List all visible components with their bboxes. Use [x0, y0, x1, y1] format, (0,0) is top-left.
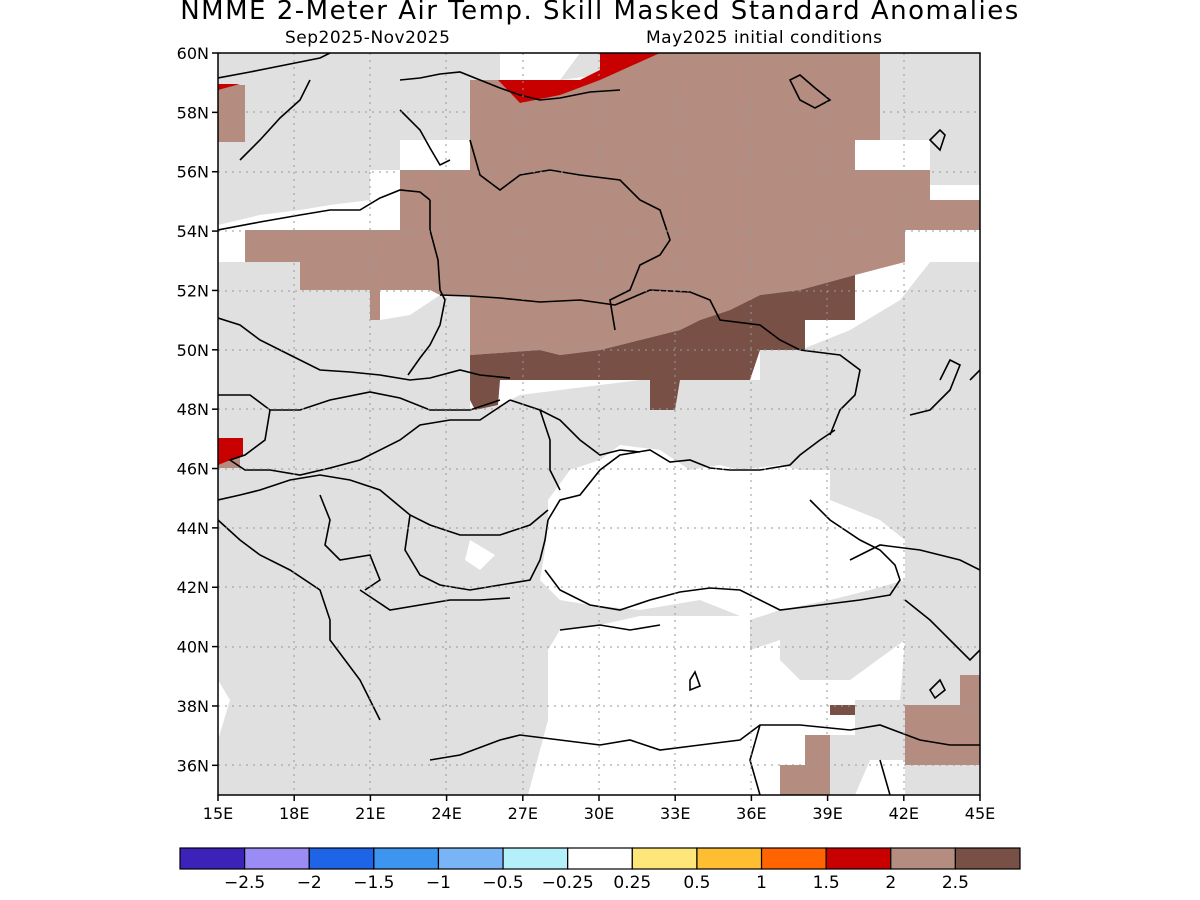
- map-title: NMME 2-Meter Air Temp. Skill Masked Stan…: [180, 0, 1020, 26]
- lat-tick-label: 42N: [177, 578, 209, 597]
- colorbar-label: 1: [756, 873, 767, 893]
- lon-tick-label: 18E: [279, 804, 309, 823]
- colorbar-label: 0.25: [613, 873, 651, 893]
- lat-tick-label: 36N: [177, 756, 209, 775]
- colorbar-swatch: [631, 847, 698, 870]
- colorbar-label: −1.5: [353, 873, 394, 893]
- colorbar-swatch: [308, 847, 375, 870]
- colorbar-swatch: [502, 847, 569, 870]
- anomaly-2-to-2.5: [218, 53, 980, 795]
- colorbar-label: 1.5: [813, 873, 840, 893]
- lon-tick-label: 30E: [584, 804, 614, 823]
- lat-tick-label: 52N: [177, 281, 209, 300]
- colorbar-label: −1: [426, 873, 451, 893]
- graticule: [218, 53, 980, 795]
- lat-tick-label: 46N: [177, 460, 209, 479]
- lat-tick-label: 50N: [177, 341, 209, 360]
- colorbar-swatch: [437, 847, 504, 870]
- longitude-axis: 15E 18E 21E 24E 27E 30E 33E 36E 39E 42E 45E: [203, 795, 995, 823]
- lat-tick-label: 60N: [177, 44, 209, 63]
- lon-tick-label: 24E: [431, 804, 461, 823]
- colorbar-label: −2.5: [224, 873, 265, 893]
- lon-tick-label: 45E: [965, 804, 995, 823]
- anomaly-above-2.5: [470, 275, 855, 715]
- latitude-axis: 60N 58N 56N 54N 52N 50N 48N 46N 44N 42N 40N 38N 36N: [177, 44, 218, 775]
- lon-tick-label: 21E: [355, 804, 385, 823]
- lon-tick-label: 15E: [203, 804, 233, 823]
- colorbar-swatch: [825, 847, 892, 870]
- colorbar-label: −2: [297, 873, 322, 893]
- colorbar-swatch: [760, 847, 827, 870]
- lat-tick-label: 54N: [177, 222, 209, 241]
- colorbar-label: −0.5: [482, 873, 523, 893]
- colorbar-swatch: [890, 847, 956, 870]
- colorbar-label: 2.5: [942, 873, 969, 893]
- coastlines-and-borders: [218, 53, 980, 795]
- lon-tick-label: 33E: [660, 804, 690, 823]
- lat-tick-label: 44N: [177, 519, 209, 538]
- colorbar-swatch: [179, 847, 246, 870]
- colorbar-label: −0.25: [542, 873, 594, 893]
- lon-tick-label: 39E: [812, 804, 842, 823]
- colorbar-swatch: [696, 847, 763, 870]
- colorbar-swatch: [567, 847, 633, 870]
- colorbar-swatch: [244, 847, 310, 870]
- map-area: [218, 53, 980, 795]
- lat-tick-label: 40N: [177, 638, 209, 657]
- lon-tick-label: 42E: [889, 804, 919, 823]
- lat-tick-label: 56N: [177, 163, 209, 182]
- anomaly-1.5-to-2: [218, 53, 660, 465]
- forecast-period: Sep2025-Nov2025: [285, 28, 451, 48]
- lat-tick-label: 38N: [177, 697, 209, 716]
- lon-tick-label: 36E: [736, 804, 766, 823]
- colorbar-label: 0.5: [683, 873, 710, 893]
- colorbar-swatch: [954, 847, 1021, 870]
- lon-tick-label: 27E: [508, 804, 538, 823]
- colorbar-swatch: [373, 847, 440, 870]
- colorbar-label: 2: [885, 873, 896, 893]
- lat-tick-label: 48N: [177, 400, 209, 419]
- lat-tick-label: 58N: [177, 103, 209, 122]
- initial-conditions: May2025 initial conditions: [646, 28, 883, 48]
- colorbar: −2.5 −2 −1.5 −1 −0.5 −0.25 0.25 0.5 1 1.5 2 2.5: [179, 847, 1021, 893]
